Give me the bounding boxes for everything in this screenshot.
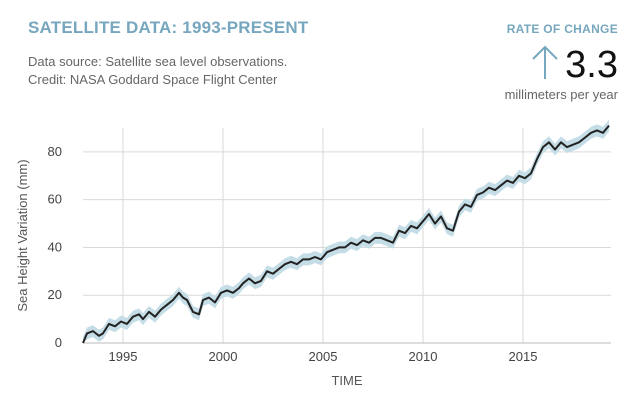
- rate-value: 3.3: [565, 43, 618, 86]
- y-tick-label: 80: [48, 144, 62, 159]
- source-line: Data source: Satellite sea level observa…: [28, 54, 288, 69]
- y-tick-label: 20: [48, 287, 62, 302]
- x-tick-label: 2005: [309, 349, 338, 364]
- x-tick-label: 2010: [409, 349, 438, 364]
- x-axis-label: TIME: [331, 373, 362, 388]
- chart-title: SATELLITE DATA: 1993-PRESENT: [28, 18, 309, 37]
- y-axis-ticks: 0 20 40 60 80: [48, 144, 62, 350]
- y-tick-label: 0: [55, 335, 62, 350]
- x-tick-label: 1995: [109, 349, 138, 364]
- x-tick-label: 2015: [509, 349, 538, 364]
- uncertainty-band: [83, 119, 609, 343]
- x-tick-label: 2000: [209, 349, 238, 364]
- rate-of-change: 3.3: [531, 44, 618, 85]
- rate-of-change-title: RATE OF CHANGE: [506, 22, 618, 36]
- x-axis-ticks: 1995 2000 2005 2010 2015: [109, 349, 538, 364]
- y-tick-label: 60: [48, 192, 62, 207]
- credit-line: Credit: NASA Goddard Space Flight Center: [28, 72, 278, 87]
- y-axis-label: Sea Height Variation (mm): [15, 159, 30, 311]
- y-tick-label: 40: [48, 239, 62, 254]
- arrow-up-icon: [531, 44, 559, 85]
- rate-unit: millimeters per year: [504, 87, 618, 102]
- data-source: Data source: Satellite sea level observa…: [28, 53, 287, 89]
- sea-level-line: [82, 124, 610, 344]
